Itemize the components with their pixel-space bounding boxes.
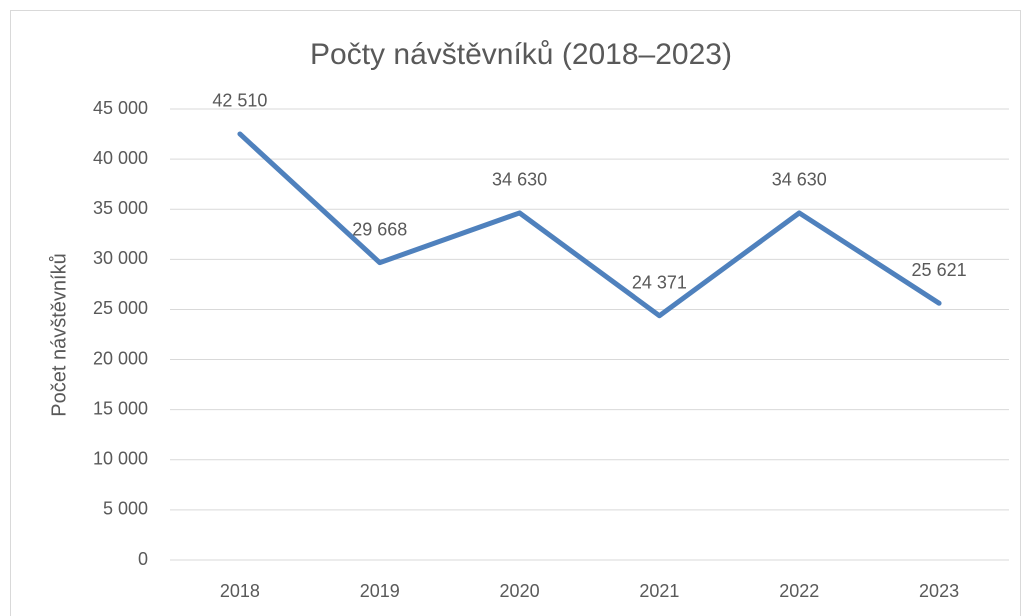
x-tick-label: 2023 [919, 581, 959, 601]
data-label: 24 371 [632, 272, 687, 292]
y-axis-label: Počet návštěvníků [48, 253, 70, 416]
y-tick-label: 35 000 [93, 198, 148, 218]
data-label: 34 630 [492, 170, 547, 190]
y-tick-label: 0 [138, 549, 148, 569]
y-tick-label: 40 000 [93, 148, 148, 168]
y-tick-label: 10 000 [93, 449, 148, 469]
data-label: 29 668 [352, 219, 407, 239]
x-tick-label: 2020 [500, 581, 540, 601]
y-tick-label: 20 000 [93, 348, 148, 368]
data-label: 34 630 [772, 170, 827, 190]
x-tick-label: 2022 [779, 581, 819, 601]
y-tick-label: 15 000 [93, 398, 148, 418]
y-tick-label: 45 000 [93, 98, 148, 118]
data-label: 25 621 [912, 260, 967, 280]
chart-border [10, 10, 1021, 616]
line [237, 131, 942, 319]
data-label: 42 510 [212, 91, 267, 111]
chart-title: Počty návštěvníků (2018–2023) [310, 38, 732, 71]
y-tick-label: 5 000 [103, 499, 148, 519]
y-tick-label: 25 000 [93, 298, 148, 318]
x-tick-label: 2021 [639, 581, 679, 601]
y-tick-label: 30 000 [93, 248, 148, 268]
x-tick-label: 2018 [220, 581, 260, 601]
x-tick-label: 2019 [360, 581, 400, 601]
